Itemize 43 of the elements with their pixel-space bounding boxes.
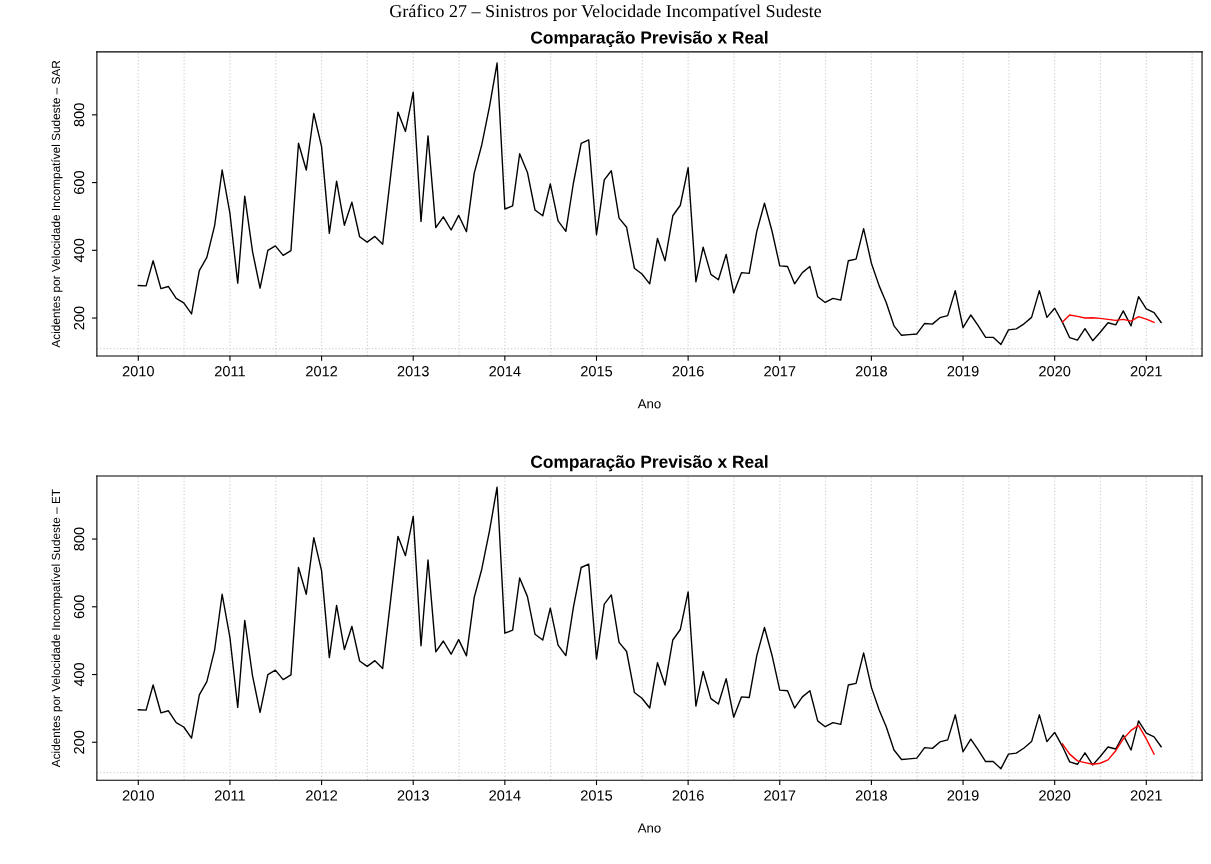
x-tick-label: 2016 <box>672 790 704 801</box>
x-tick-label: 2015 <box>581 366 613 377</box>
x-tick-label: 2018 <box>855 366 887 377</box>
y-tick-label: 200 <box>73 730 85 754</box>
chart-title: Comparação Previsão x Real <box>531 455 768 472</box>
x-tick-label: 2011 <box>214 790 245 801</box>
x-tick-label: 2017 <box>764 366 796 377</box>
x-tick-label: 2019 <box>947 366 979 377</box>
y-tick-label: 600 <box>73 170 85 194</box>
y-tick-label: 800 <box>73 103 85 127</box>
x-tick-label: 2012 <box>306 790 338 801</box>
line-series <box>137 62 1162 346</box>
text: Gráfico 27 – Sinistros por Velocidade Incompatível Sudeste <box>390 4 822 21</box>
x-tick-label: 2011 <box>214 366 245 377</box>
y-axis-title: Acidentes por Velocidade Incompatível Sudeste – ET <box>51 489 63 768</box>
x-tick-label: 2014 <box>489 790 521 801</box>
x-tick-label: 2012 <box>306 366 338 377</box>
x-axis-title: Ano <box>637 399 661 409</box>
x-tick-label: 2016 <box>672 366 704 377</box>
x-axis-title: Ano <box>637 823 661 833</box>
x-tick-label: 2020 <box>1039 366 1071 377</box>
x-tick-label: 2013 <box>397 790 429 801</box>
x-tick-label: 2015 <box>581 790 613 801</box>
chart-title: Comparação Previsão x Real <box>531 30 768 48</box>
x-tick-label: 2013 <box>397 366 429 377</box>
x-tick-label: 2014 <box>489 366 521 377</box>
y-tick-label: 200 <box>73 306 85 330</box>
x-tick-label: 2020 <box>1039 790 1071 801</box>
x-tick-label: 2017 <box>764 790 796 801</box>
x-tick-label: 2010 <box>122 366 154 377</box>
x-tick-label: 2018 <box>855 790 887 801</box>
x-tick-label: 2021 <box>1130 790 1162 801</box>
y-tick-label: 400 <box>73 238 85 263</box>
line-series <box>1061 314 1155 324</box>
line-series <box>137 486 1162 770</box>
y-tick-label: 600 <box>73 595 85 619</box>
x-tick-label: 2021 <box>1130 366 1162 377</box>
y-tick-label: 800 <box>73 527 85 551</box>
line-series <box>1061 724 1155 765</box>
y-axis-title: Acidentes por Velocidade Incompatível Sudeste – SAR <box>51 60 63 348</box>
x-tick-label: 2010 <box>122 790 154 801</box>
x-tick-label: 2019 <box>947 790 979 801</box>
y-tick-label: 400 <box>73 662 85 687</box>
